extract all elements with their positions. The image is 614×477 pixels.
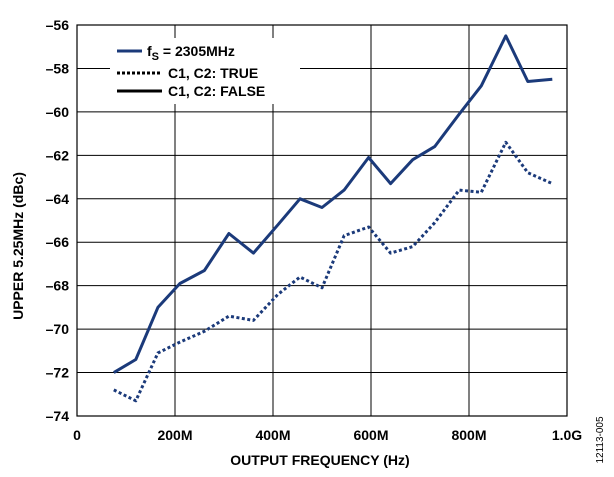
y-axis-title: UPPER 5.25MHz (dBc): [10, 172, 26, 320]
plot-frame: [76, 24, 568, 417]
legend-label-true: C1, C2: TRUE: [168, 65, 258, 81]
legend: fS = 2305MHz C1, C2: TRUE C1, C2: FALSE: [110, 38, 300, 104]
legend-background: [110, 38, 300, 104]
legend-header-rest: = 2305MHz: [159, 43, 235, 59]
x-tick-label: 800M: [451, 427, 486, 443]
x-axis-title: OUTPUT FREQUENCY (Hz): [230, 452, 409, 468]
legend-header-f: f: [147, 43, 152, 59]
series-line-false: [113, 34, 553, 374]
y-tick-label: –70: [46, 321, 70, 337]
legend-header: fS = 2305MHz: [147, 43, 235, 63]
y-tick-label: –64: [46, 191, 70, 207]
y-tick-label: –68: [46, 278, 70, 294]
y-tick-label: –58: [46, 60, 70, 76]
tick-labels: 0 200M 400M 600M 800M 1.0G –56 –58 –60 –62 –64 –66 –…: [46, 17, 583, 443]
y-tick-label: –56: [46, 17, 70, 33]
y-tick-label: –60: [46, 104, 70, 120]
figure-id: 12113-005: [595, 416, 606, 464]
y-tick-label: –62: [46, 147, 70, 163]
y-tick-label: –72: [46, 365, 70, 381]
series-group: [113, 34, 553, 403]
y-tick-label: –74: [46, 408, 70, 424]
x-tick-label: 600M: [353, 427, 388, 443]
legend-header-sub: S: [152, 51, 159, 63]
x-tick-label: 1.0G: [552, 427, 582, 443]
x-tick-label: 400M: [255, 427, 290, 443]
legend-label-false: C1, C2: FALSE: [168, 83, 265, 99]
series-line-true: [113, 140, 553, 403]
x-tick-label: 0: [73, 427, 81, 443]
y-tick-label: –66: [46, 234, 70, 250]
plot-border: [76, 24, 568, 417]
x-tick-label: 200M: [157, 427, 192, 443]
